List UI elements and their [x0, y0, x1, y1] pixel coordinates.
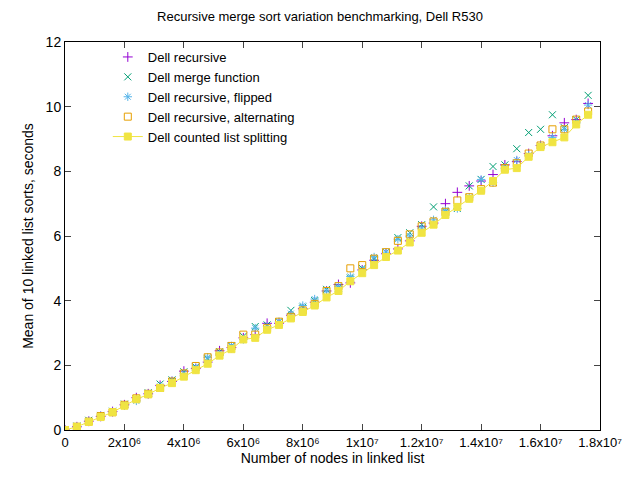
svg-text:2x10⁶: 2x10⁶: [108, 435, 142, 450]
svg-text:2: 2: [53, 357, 61, 373]
svg-text:1x10⁷: 1x10⁷: [346, 435, 379, 450]
svg-text:1.6x10⁷: 1.6x10⁷: [519, 435, 563, 450]
svg-text:Dell recursive, flipped: Dell recursive, flipped: [148, 90, 272, 105]
svg-text:8: 8: [53, 163, 61, 179]
svg-text:Dell counted list splitting: Dell counted list splitting: [148, 130, 287, 145]
svg-text:10: 10: [46, 99, 62, 115]
svg-text:12: 12: [46, 34, 62, 50]
svg-text:Recursive merge sort variation: Recursive merge sort variation benchmark…: [157, 9, 483, 24]
svg-text:6x10⁶: 6x10⁶: [227, 435, 261, 450]
svg-text:1.2x10⁷: 1.2x10⁷: [400, 435, 444, 450]
svg-text:Dell merge function: Dell merge function: [148, 70, 260, 85]
svg-text:Number of nodes in linked list: Number of nodes in linked list: [241, 450, 425, 466]
svg-text:1.8x10⁷: 1.8x10⁷: [578, 435, 622, 450]
svg-text:Dell recursive, alternating: Dell recursive, alternating: [148, 110, 295, 125]
svg-text:0: 0: [61, 435, 68, 450]
svg-text:Mean of 10 linked list sorts,: Mean of 10 linked list sorts, seconds: [20, 123, 36, 349]
svg-text:6: 6: [53, 228, 61, 244]
svg-text:4: 4: [53, 293, 61, 309]
svg-text:4x10⁶: 4x10⁶: [167, 435, 201, 450]
svg-text:1.4x10⁷: 1.4x10⁷: [459, 435, 503, 450]
svg-text:Dell recursive: Dell recursive: [148, 50, 227, 65]
svg-text:8x10⁶: 8x10⁶: [286, 435, 320, 450]
svg-text:0: 0: [53, 422, 61, 438]
